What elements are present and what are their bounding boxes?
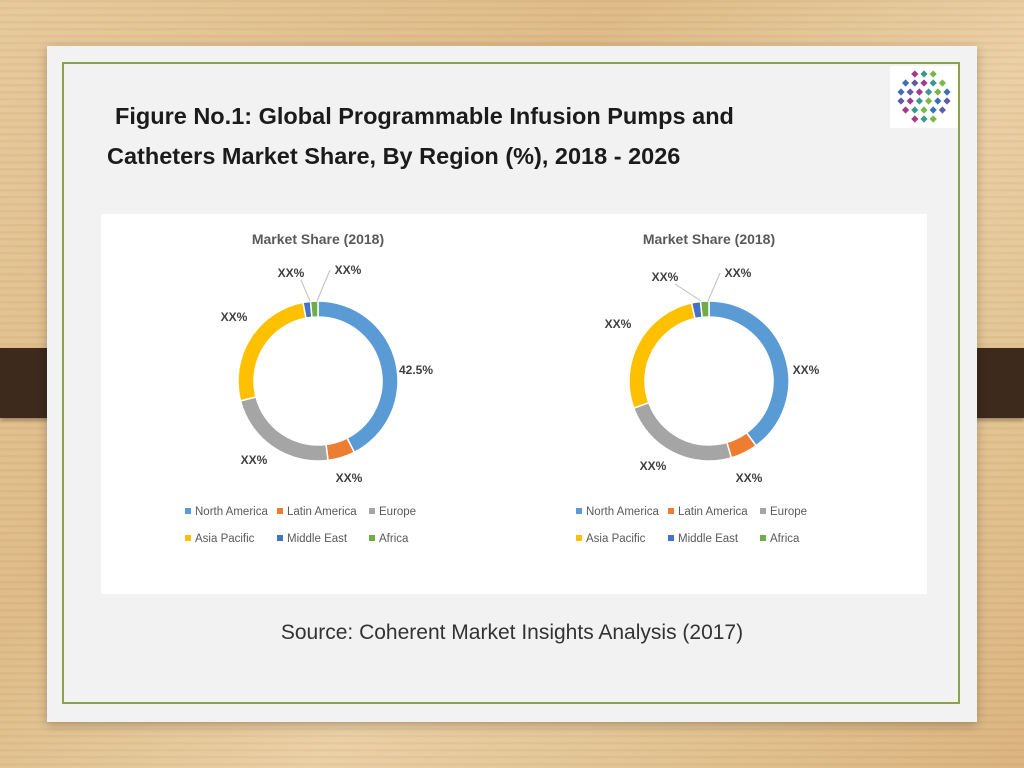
figure-title: Figure No.1: Global Programmable Infusio…: [107, 96, 887, 176]
logo-dot: [934, 97, 942, 105]
legend-swatch: [668, 508, 674, 514]
logo-dot: [938, 79, 946, 87]
logo-dot: [911, 106, 919, 114]
legend-item-latin-america: Latin America: [287, 506, 357, 518]
data-label: XX%: [793, 363, 820, 377]
data-label: XX%: [725, 266, 752, 280]
logo-dot: [934, 88, 942, 96]
diamond-dots-logo-icon: [897, 70, 951, 123]
legend-swatch: [576, 508, 582, 514]
donut-slice-europe: [632, 401, 733, 462]
logo-dot: [911, 70, 919, 78]
legend-swatch: [760, 508, 766, 514]
company-logo: [890, 66, 958, 128]
donut-slice-asia-pacific: [628, 302, 696, 410]
data-label: XX%: [335, 263, 362, 277]
legend-item-europe: Europe: [379, 506, 416, 518]
logo-dot: [920, 115, 928, 123]
data-label: XX%: [336, 471, 363, 485]
source-note: Source: Coherent Market Insights Analysi…: [280, 621, 744, 644]
logo-dot: [920, 79, 928, 87]
donut-slice-europe: [239, 396, 329, 462]
legend-swatch: [369, 535, 375, 541]
legend-swatch: [668, 535, 674, 541]
logo-dot: [911, 79, 919, 87]
data-label: XX%: [241, 453, 268, 467]
donut-slice-africa: [699, 300, 710, 319]
logo-dot: [902, 106, 910, 114]
legend-item-north-america: North America: [586, 506, 659, 518]
data-label: XX%: [605, 317, 632, 331]
data-label: XX%: [221, 310, 248, 324]
logo-dot: [911, 115, 919, 123]
legend-swatch: [277, 508, 283, 514]
legend-swatch: [576, 535, 582, 541]
legend-swatch: [277, 535, 283, 541]
legend-swatch: [185, 508, 191, 514]
data-label: XX%: [640, 459, 667, 473]
legend-item-africa: Africa: [770, 533, 800, 545]
data-label: XX%: [652, 270, 679, 284]
legend-item-asia-pacific: Asia Pacific: [586, 533, 646, 545]
legend-item-asia-pacific: Asia Pacific: [195, 533, 255, 545]
logo-dot: [925, 88, 933, 96]
logo-dot: [906, 97, 914, 105]
logo-dot: [929, 70, 937, 78]
donut-slice-asia-pacific: [237, 301, 307, 402]
donut-chart-1: Market Share (2018) 42.5% XX% XX% XX% XX% XX% N…: [185, 231, 433, 545]
legend-swatch: [185, 535, 191, 541]
logo-dot: [943, 97, 951, 105]
logo-dot: [925, 97, 933, 105]
logo-dot: [929, 79, 937, 87]
donut-slice-africa: [309, 300, 319, 319]
chart-panel: Market Share (2018) 42.5% XX% XX% XX% XX% XX% N…: [101, 214, 927, 594]
leader-line: [674, 283, 702, 302]
leader-line: [316, 269, 331, 302]
legend-item-africa: Africa: [379, 533, 409, 545]
logo-dot: [906, 88, 914, 96]
data-label: 42.5%: [399, 363, 433, 377]
logo-dot: [915, 88, 923, 96]
legend-item-europe: Europe: [770, 506, 807, 518]
logo-dot: [938, 106, 946, 114]
donut-charts: Market Share (2018) 42.5% XX% XX% XX% XX% XX% N…: [185, 231, 820, 545]
legend-item-middle-east: Middle East: [678, 533, 739, 545]
donut-slice-north-america: [708, 300, 790, 447]
logo-dot: [915, 97, 923, 105]
logo-dot: [920, 106, 928, 114]
data-label: XX%: [278, 266, 305, 280]
legend-item-latin-america: Latin America: [678, 506, 748, 518]
leader-line: [300, 279, 311, 302]
logo-dot: [902, 79, 910, 87]
chart-title: Market Share (2018): [252, 231, 384, 247]
logo-dot: [897, 97, 905, 105]
figure-title-line-1: Figure No.1: Global Programmable Infusio…: [115, 103, 734, 129]
logo-dot: [929, 106, 937, 114]
figure-title-line-2: Catheters Market Share, By Region (%), 2…: [107, 143, 681, 169]
logo-dot: [897, 88, 905, 96]
leader-line: [707, 272, 721, 302]
donut-chart-2: Market Share (2018) XX% XX% XX% XX% XX% XX% Nor…: [576, 231, 820, 545]
legend-swatch: [760, 535, 766, 541]
logo-dot: [943, 88, 951, 96]
slide-paper: Figure No.1: Global Programmable Infusio…: [47, 46, 977, 722]
logo-dot: [920, 70, 928, 78]
legend-swatch: [369, 508, 375, 514]
legend-item-middle-east: Middle East: [287, 533, 348, 545]
data-label: XX%: [736, 471, 763, 485]
logo-dot: [929, 115, 937, 123]
chart-title: Market Share (2018): [643, 231, 775, 247]
legend-item-north-america: North America: [195, 506, 268, 518]
donut-slice-north-america: [317, 300, 399, 454]
slide-frame: [62, 62, 960, 704]
